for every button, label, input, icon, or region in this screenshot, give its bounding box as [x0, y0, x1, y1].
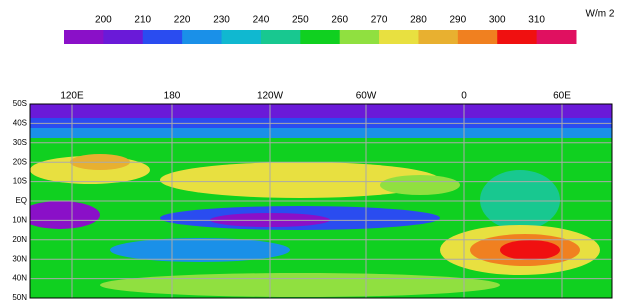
- lat-label: 10S: [13, 177, 27, 186]
- colorbar-label: 300: [489, 15, 506, 26]
- lon-label: 180: [164, 91, 181, 102]
- colorbar-label: 220: [174, 15, 191, 26]
- lon-label: 120E: [60, 91, 84, 102]
- colorbar-label: 260: [331, 15, 348, 26]
- lat-label: 20N: [12, 235, 27, 244]
- colorbar-cell: [103, 30, 144, 44]
- lat-label: EQ: [15, 196, 27, 205]
- lon-label: 0: [461, 91, 467, 102]
- colorbar-label: 250: [292, 15, 309, 26]
- lon-label: 60W: [356, 91, 377, 102]
- lon-label: 120W: [257, 91, 284, 102]
- colorbar-cell: [64, 30, 104, 44]
- colorbar-cell: [536, 30, 577, 44]
- lat-label: 30N: [12, 254, 27, 263]
- colorbar-cell: [182, 30, 223, 44]
- lon-label: 60E: [553, 91, 571, 102]
- colorbar-cell: [497, 30, 538, 44]
- colorbar-label: 200: [95, 15, 112, 26]
- colorbar-cell: [418, 30, 459, 44]
- lat-label: 10N: [12, 216, 27, 225]
- lat-label: 40N: [12, 274, 27, 283]
- colorbar-label: 270: [371, 15, 388, 26]
- colorbar-cell: [260, 30, 301, 44]
- unit-label: W/m 2: [586, 9, 615, 20]
- colorbar-cell: [300, 30, 341, 44]
- colorbar-label: 310: [528, 15, 545, 26]
- colorbar-cell: [221, 30, 262, 44]
- lat-label: 40S: [13, 119, 27, 128]
- colorbar: 200 210 220 230 240 250 260 270 280 290 300 310: [64, 15, 577, 44]
- colorbar-cell: [457, 30, 498, 44]
- lat-label: 50N: [12, 293, 27, 302]
- colorbar-label: 280: [410, 15, 427, 26]
- colorbar-label: 290: [450, 15, 467, 26]
- colorbar-cell: [339, 30, 380, 44]
- map-frame: [29, 103, 613, 299]
- colorbar-label: 210: [134, 15, 151, 26]
- colorbar-cell: [142, 30, 183, 44]
- colorbar-label: 230: [213, 15, 230, 26]
- lat-label: 50S: [13, 99, 27, 108]
- lat-label: 20S: [13, 157, 27, 166]
- colorbar-label: 240: [253, 15, 270, 26]
- colorbar-cell: [379, 30, 419, 44]
- lat-label: 30S: [13, 138, 27, 147]
